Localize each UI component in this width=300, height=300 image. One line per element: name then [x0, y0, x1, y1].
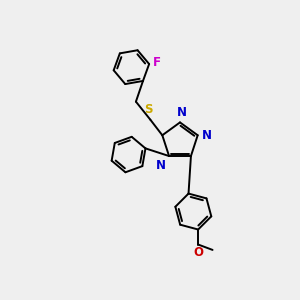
Text: N: N [156, 159, 166, 172]
Text: O: O [193, 246, 203, 259]
Text: N: N [176, 106, 187, 118]
Text: N: N [202, 129, 212, 142]
Text: S: S [144, 103, 153, 116]
Text: F: F [153, 56, 161, 69]
